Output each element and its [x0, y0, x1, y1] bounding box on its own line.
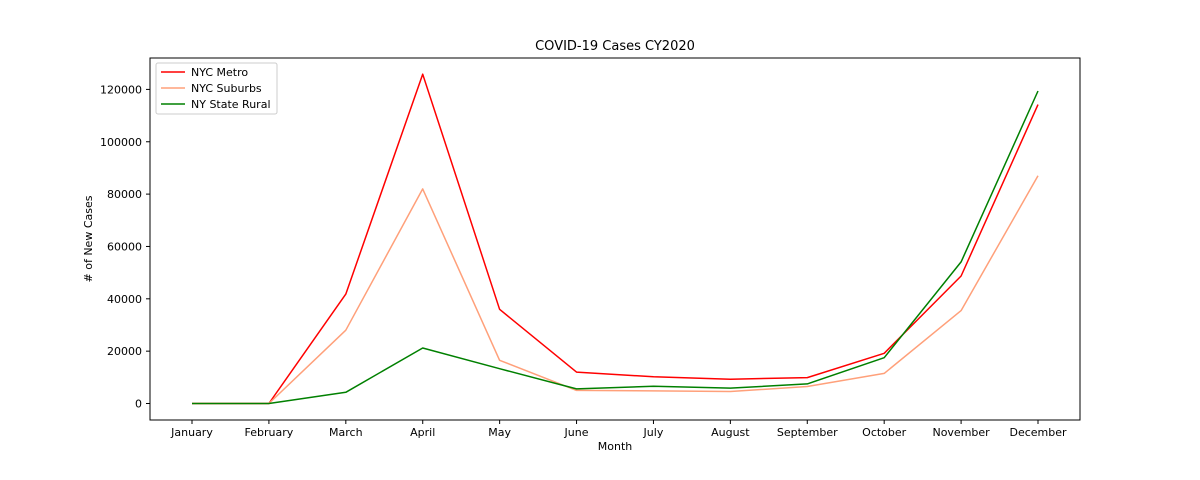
- y-tick-label: 120000: [100, 83, 142, 96]
- legend-label-ny-state-rural: NY State Rural: [191, 98, 271, 111]
- y-tick-label: 60000: [107, 240, 142, 253]
- series-line-nyc-metro: [192, 73, 1039, 405]
- y-tick-label: 40000: [107, 293, 142, 306]
- chart-title: COVID-19 Cases CY2020: [535, 39, 695, 54]
- y-axis-title: # of New Cases: [82, 195, 95, 282]
- x-tick-label: January: [170, 426, 213, 439]
- x-tick-label: October: [862, 426, 906, 439]
- x-tick-label: April: [410, 426, 435, 439]
- x-tick-label: November: [932, 426, 990, 439]
- legend-label-nyc-suburbs: NYC Suburbs: [191, 82, 262, 95]
- x-axis: January February March April May June July Augu…: [170, 420, 1067, 439]
- x-tick-label: July: [643, 426, 664, 439]
- series-lines: [192, 73, 1039, 405]
- x-tick-label: February: [245, 426, 294, 439]
- y-tick-label: 20000: [107, 345, 142, 358]
- legend: NYC Metro NYC Suburbs NY State Rural: [155, 62, 278, 115]
- plot-area: [149, 57, 1081, 421]
- x-tick-label: December: [1009, 426, 1067, 439]
- y-tick-label: 0: [135, 398, 142, 411]
- x-tick-label: August: [711, 426, 750, 439]
- x-tick-label: May: [488, 426, 511, 439]
- y-tick-label: 80000: [107, 188, 142, 201]
- legend-label-nyc-metro: NYC Metro: [191, 66, 248, 79]
- series-line-nyc-suburbs: [192, 175, 1039, 405]
- plot-frame: [149, 57, 1081, 421]
- y-axis: 0 20000 40000 60000 80000 100000 120000: [100, 83, 150, 411]
- y-tick-label: 100000: [100, 136, 142, 149]
- x-tick-label: September: [777, 426, 838, 439]
- x-tick-label: June: [564, 426, 589, 439]
- x-tick-label: March: [329, 426, 363, 439]
- legend-frame: [155, 62, 278, 115]
- series-line-ny-state-rural: [192, 90, 1039, 405]
- x-axis-title: Month: [598, 440, 633, 453]
